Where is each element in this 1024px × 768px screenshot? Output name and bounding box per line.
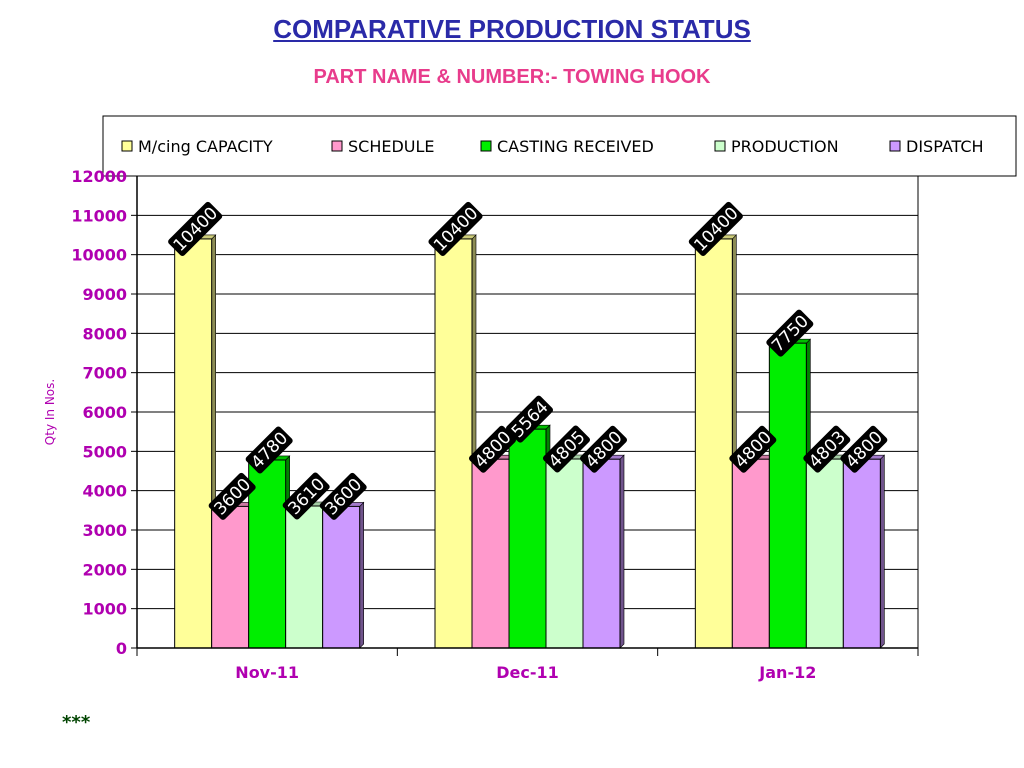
- data-label-bg-2-4: [840, 425, 888, 473]
- xtick-label-2: Jan-12: [758, 663, 816, 682]
- legend-swatch-3: [714, 140, 726, 152]
- bar-1-1: [471, 458, 510, 649]
- bar-0-3: [285, 505, 324, 649]
- chart-bars: [173, 234, 886, 649]
- chart-title: COMPARATIVE PRODUCTION STATUS: [273, 14, 751, 44]
- ytick-label-4: 4000: [82, 482, 127, 501]
- ytick-label-12: 12000: [71, 167, 127, 186]
- ytick-label-8: 8000: [82, 324, 127, 343]
- data-label-bg-0-1: [208, 472, 256, 520]
- legend-label-1: SCHEDULE: [348, 137, 435, 156]
- data-label-bg-1-2: [505, 395, 554, 443]
- ytick-label-5: 5000: [82, 442, 127, 461]
- chart-axes: Nov-11 Dec-11 Jan-12 Qty In Nos.: [43, 176, 919, 682]
- data-label-bg-1-4: [579, 425, 628, 473]
- bar-2-3: [805, 458, 844, 649]
- legend-label-4: DISPATCH: [906, 137, 984, 156]
- ytick-label-6: 6000: [82, 403, 127, 422]
- legend-label-2: CASTING RECEIVED: [497, 137, 654, 156]
- ytick-label-10: 10000: [71, 246, 127, 265]
- legend-label-0: M/cing CAPACITY: [138, 137, 273, 156]
- bar-1-4: [582, 458, 621, 649]
- bar-side-2-4: [880, 454, 885, 649]
- chart-legend: M/cing CAPACITY SCHEDULE CASTING RECEIVED P…: [102, 115, 1017, 177]
- bar-0-4: [322, 505, 361, 649]
- ytick-label-11: 11000: [71, 206, 127, 225]
- data-label-bg-1-0: [428, 201, 483, 256]
- data-label-bg-0-4: [319, 472, 367, 520]
- bar-2-4: [842, 458, 881, 649]
- legend-box: [102, 115, 1017, 177]
- footnote: ***: [62, 712, 91, 733]
- chart-subtitle: PART NAME & NUMBER:- TOWING HOOK: [313, 66, 711, 88]
- bar-side-0-4: [359, 501, 364, 649]
- data-label-bg-0-2: [245, 426, 293, 474]
- ytick-label-0: 0: [116, 639, 127, 658]
- bar-1-3: [545, 458, 584, 649]
- xtick-label-0: Nov-11: [235, 663, 299, 682]
- data-label-bg-2-2: [766, 309, 814, 357]
- bar-2-1: [731, 458, 770, 649]
- data-label-bg-0-0: [168, 201, 223, 256]
- data-label-bg-2-1: [729, 425, 777, 473]
- ytick-label-7: 7000: [82, 364, 127, 383]
- bar-0-1: [211, 505, 250, 649]
- legend-swatch-2: [480, 140, 492, 152]
- y-axis-title: Qty In Nos.: [43, 379, 57, 445]
- bar-1-2: [508, 428, 547, 649]
- ytick-label-2: 2000: [82, 560, 127, 579]
- ytick-label-9: 9000: [82, 285, 127, 304]
- data-label-bg-2-3: [803, 425, 851, 473]
- bar-side-1-4: [619, 454, 625, 649]
- bar-2-2: [768, 342, 807, 649]
- xtick-label-1: Dec-11: [496, 663, 559, 682]
- data-label-bg-1-1: [468, 425, 517, 473]
- data-label-bg-0-3: [282, 472, 330, 520]
- bar-1-0: [434, 238, 473, 649]
- ytick-label-3: 3000: [82, 521, 127, 540]
- legend-label-3: PRODUCTION: [731, 137, 839, 156]
- data-label-bg-1-3: [542, 425, 591, 473]
- data-label-bg-2-0: [688, 201, 743, 256]
- legend-swatch-4: [889, 140, 901, 152]
- legend-swatch-0: [121, 140, 133, 152]
- ytick-label-1: 1000: [82, 600, 127, 619]
- legend-swatch-1: [331, 140, 343, 152]
- bar-2-0: [694, 238, 733, 649]
- bar-0-0: [174, 238, 213, 649]
- production-bar-chart: M/cing CAPACITY SCHEDULE CASTING RECEIVED P…: [43, 115, 1017, 682]
